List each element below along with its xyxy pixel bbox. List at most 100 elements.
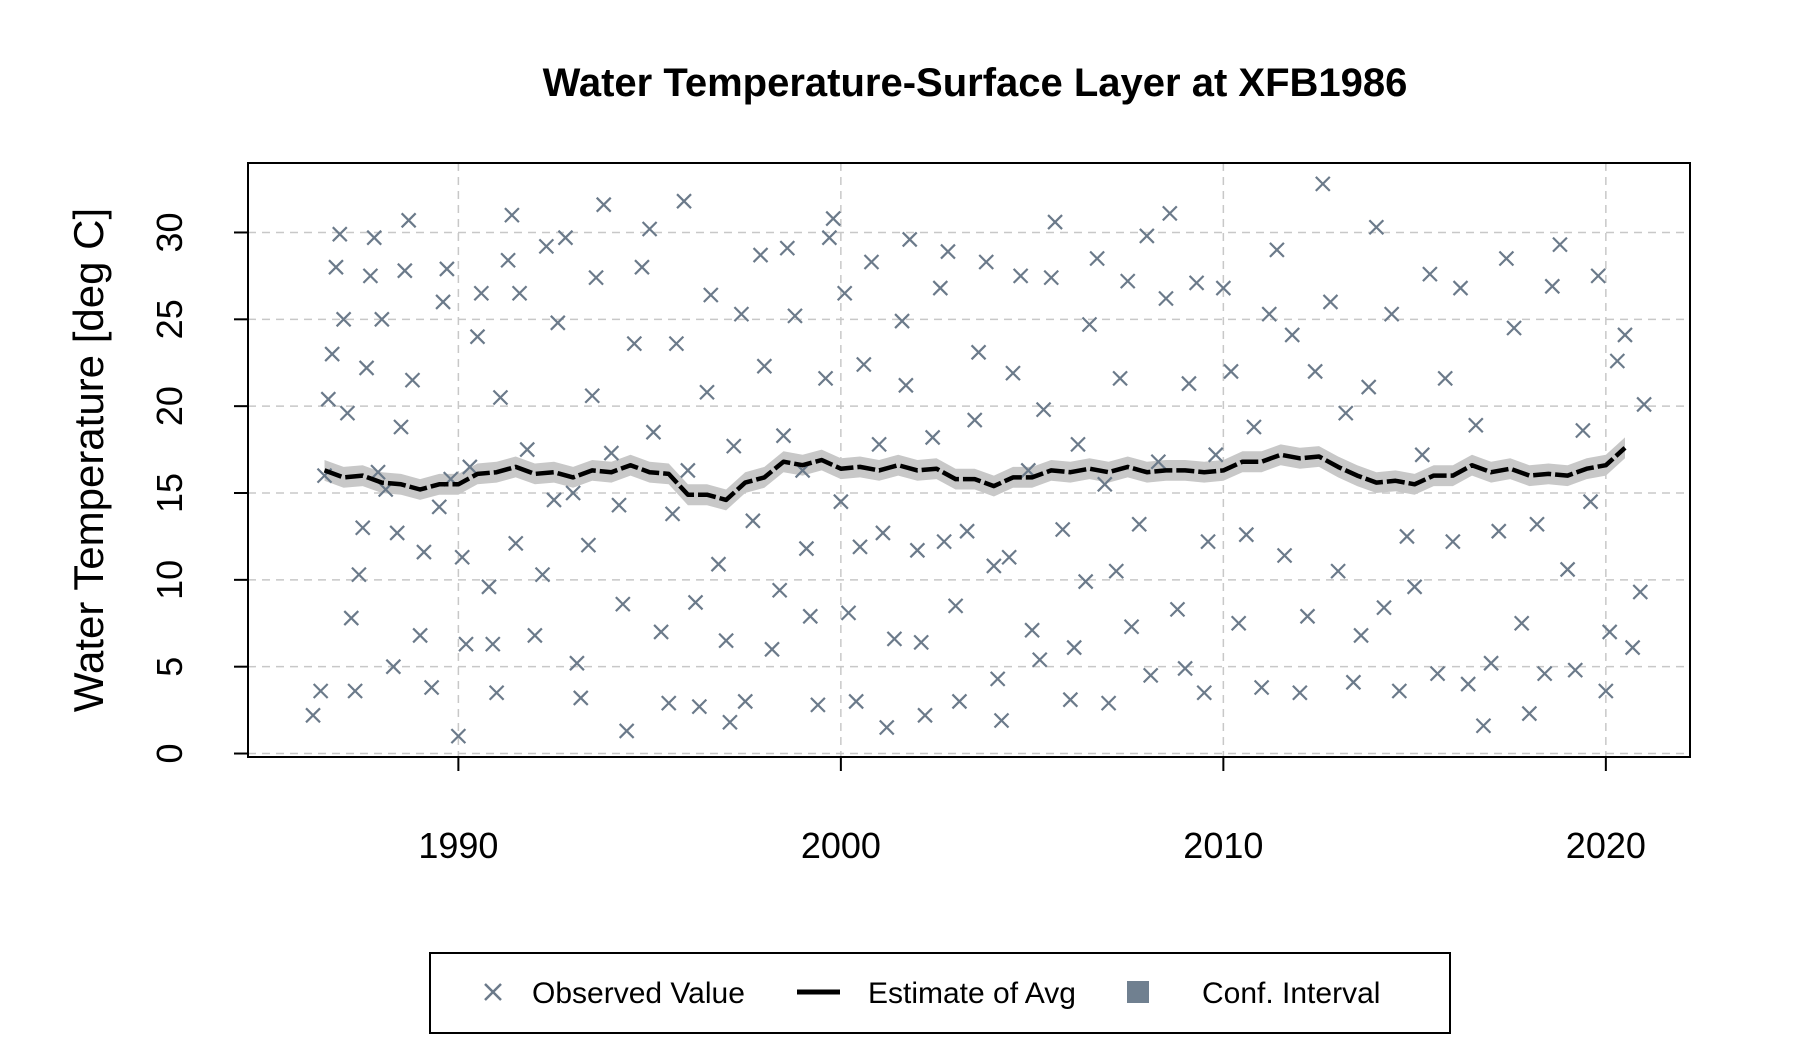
observed-point [737,693,754,710]
observed-point [1315,176,1331,192]
observed-point [1636,396,1652,413]
observed-point [634,259,650,275]
x-tick-label-2: 2010 [1183,825,1263,866]
grid [248,163,1690,757]
observed-point [936,533,952,550]
observed-point [894,313,910,329]
observed-point [1158,290,1174,307]
observed-point [565,485,581,501]
observed-point [1575,422,1591,439]
observed-point [664,506,681,522]
observed-point [802,608,819,625]
y-tick-label-0: 0 [149,744,190,764]
observed-point [1123,618,1140,635]
observed-point [1460,676,1476,692]
observed-point [1299,608,1316,625]
observed-point [370,464,386,480]
y-tick-label-6: 30 [149,212,190,252]
y-axis-label: Water Temperature [deg C] [65,208,112,712]
observed-point [1112,370,1128,387]
observed-point [1330,563,1346,579]
x-tick-label-3: 2020 [1566,825,1646,866]
observed-point [775,427,792,444]
observed-point [1609,353,1626,369]
observed-point [710,556,727,572]
observed-point [833,493,849,510]
observed-point [1468,417,1484,434]
observed-point [1246,419,1262,435]
observed-point [1292,684,1308,701]
observed-point [1066,639,1082,656]
observed-point [1368,219,1385,236]
observed-point [1276,547,1293,564]
observed-point [550,315,566,331]
observed-point [1269,242,1285,258]
observed-point [557,229,574,246]
observed-point [718,632,734,649]
observed-point [615,596,631,612]
observed-point [481,579,497,595]
observed-point [1031,651,1048,668]
observed-point [966,412,983,428]
legend-box [429,952,1451,1034]
y-tick-label-5: 25 [149,299,190,339]
y-tick-label-3: 15 [149,473,190,513]
observed-point [951,693,968,710]
legend-ci-label: Conf. Interval [1202,977,1380,1010]
observed-point [787,308,803,324]
observed-point [1559,561,1576,578]
observed-point [473,285,490,302]
observed-point [840,605,857,621]
observed-point [1422,266,1438,282]
observed-point [374,311,390,328]
observed-point [1544,278,1561,295]
observed-point [940,243,956,260]
observed-point [1142,667,1159,684]
observed-point [1383,306,1400,322]
observed-point [335,311,352,328]
observed-point [462,459,478,475]
legend-ci-swatch [1127,981,1149,1003]
observed-point [1043,269,1060,286]
observed-point [1077,573,1094,590]
observed-point [312,683,329,699]
observed-point [1632,584,1649,600]
observed-point [660,695,677,711]
observed-point [1337,405,1354,421]
observed-point [588,269,604,286]
observed-point [1054,521,1071,538]
observed-point [898,377,914,394]
observed-point [595,196,612,213]
observed-point [653,624,669,640]
observed-point [546,492,562,508]
observed-point [1322,294,1339,310]
observed-point [1536,665,1553,682]
observed-point [500,252,516,269]
observed-point [871,436,887,453]
observed-point [825,210,841,227]
observed-point [412,627,428,644]
legend-observed-marker [484,983,502,1001]
observed-point [450,728,467,744]
observed-point [771,582,788,599]
observed-point [917,707,933,724]
observed-point [584,387,601,404]
observed-point [909,542,926,559]
observed-point [798,540,815,557]
observed-point [1139,228,1155,244]
observed-point [1047,214,1063,230]
observed-point [1414,447,1431,463]
observed-point [572,690,589,706]
observed-point [1131,516,1147,533]
observed-point [385,658,402,675]
observed-point [733,306,750,322]
observed-point [1001,549,1017,566]
observed-point [821,229,838,246]
observed-point [354,519,371,536]
observed-point [534,566,551,583]
observed-point [691,698,708,715]
observed-point [1483,655,1499,671]
observed-point [1582,493,1599,510]
observed-point [431,499,448,515]
